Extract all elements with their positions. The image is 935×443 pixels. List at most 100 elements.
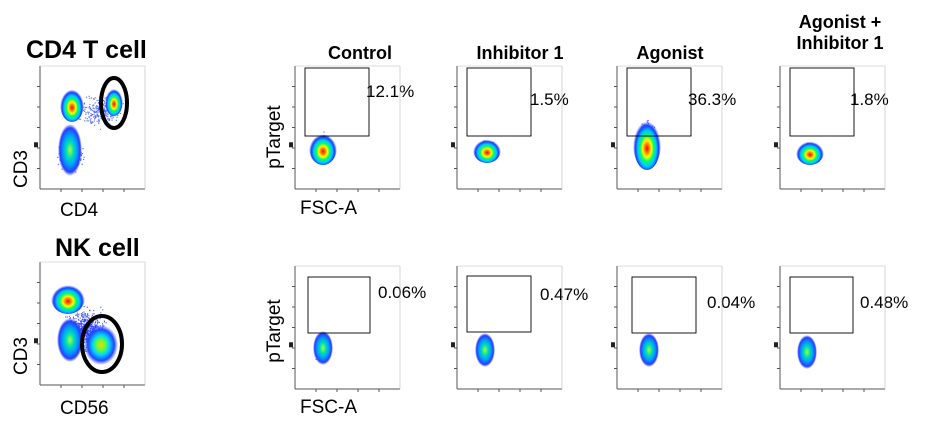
event-dot bbox=[76, 314, 78, 316]
condition-title-inhibitor-1: Inhibitor 1 bbox=[476, 43, 564, 63]
cd4-control-plot-density bbox=[309, 131, 337, 165]
event-dot bbox=[98, 116, 100, 118]
nk-agonist-inhibitor-1-plot-gate-rect bbox=[789, 276, 854, 334]
event-dot bbox=[94, 321, 96, 323]
event-dot bbox=[98, 99, 100, 101]
event-dot bbox=[97, 110, 100, 112]
event-dot bbox=[117, 114, 119, 117]
event-dot bbox=[88, 95, 90, 97]
event-dot bbox=[88, 318, 90, 320]
nk-agonist-plot-zero-marker bbox=[611, 342, 615, 348]
event-dot bbox=[78, 323, 80, 325]
nk-gating-population-cd3pos bbox=[51, 282, 85, 314]
event-dot bbox=[93, 116, 95, 118]
event-dot bbox=[85, 317, 87, 319]
event-dot bbox=[88, 107, 90, 109]
event-dot bbox=[79, 317, 81, 319]
event-dot bbox=[107, 116, 109, 118]
event-dot bbox=[85, 315, 88, 317]
event-dot bbox=[79, 325, 81, 327]
event-dot bbox=[90, 327, 93, 329]
nk-control-plot-gate-rect bbox=[307, 276, 371, 334]
event-dot bbox=[91, 121, 93, 123]
event-dot bbox=[109, 116, 112, 118]
event-dot bbox=[92, 326, 94, 328]
condition-title-line-1: Agonist + bbox=[798, 12, 882, 32]
event-dot bbox=[89, 120, 92, 122]
event-dot bbox=[88, 106, 90, 108]
event-dot bbox=[106, 113, 108, 115]
event-dot bbox=[94, 324, 97, 326]
event-dot bbox=[86, 106, 88, 109]
event-dot bbox=[89, 107, 91, 109]
event-dot bbox=[92, 321, 94, 323]
event-dot bbox=[95, 111, 97, 113]
event-dot bbox=[119, 112, 122, 114]
event-dot bbox=[91, 321, 94, 323]
event-dot bbox=[93, 313, 95, 315]
cd4-gating-population-cd3pos-cd4neg bbox=[60, 86, 84, 122]
event-dot bbox=[84, 320, 86, 322]
event-dot bbox=[94, 102, 96, 104]
event-dot bbox=[81, 328, 83, 330]
event-dot bbox=[86, 118, 88, 120]
event-dot bbox=[68, 315, 70, 317]
event-dot bbox=[85, 332, 87, 334]
event-dot bbox=[96, 110, 98, 113]
event-dot bbox=[86, 332, 88, 334]
event-dot bbox=[87, 113, 90, 115]
nk-gating-population-cd56pos bbox=[84, 325, 118, 365]
event-dot bbox=[81, 319, 83, 321]
event-dot bbox=[109, 118, 111, 120]
event-dot bbox=[111, 115, 113, 118]
event-dot bbox=[111, 115, 113, 117]
event-dot bbox=[104, 105, 106, 107]
event-dot bbox=[94, 111, 96, 114]
event-dot bbox=[89, 326, 91, 328]
event-dot bbox=[85, 96, 87, 98]
event-dot bbox=[84, 324, 86, 326]
event-dot bbox=[88, 329, 90, 331]
event-dot bbox=[81, 315, 83, 317]
event-dot bbox=[94, 108, 96, 110]
event-dot bbox=[72, 316, 74, 318]
event-dot bbox=[57, 163, 60, 165]
event-dot bbox=[85, 113, 87, 115]
event-dot bbox=[86, 315, 88, 317]
condition-title-agonist-inhibitor-1: Agonist + Inhibitor 1 bbox=[770, 12, 910, 54]
nk-gate-ellipse bbox=[80, 314, 124, 374]
event-dot bbox=[84, 120, 86, 122]
event-dot bbox=[89, 97, 91, 99]
event-dot bbox=[93, 111, 95, 113]
cd4-inhibitor-1-plot-gate-rect bbox=[466, 67, 532, 137]
event-dot bbox=[81, 318, 83, 321]
event-dot bbox=[100, 306, 102, 308]
event-dot bbox=[103, 101, 105, 103]
event-dot bbox=[105, 114, 107, 116]
event-dot bbox=[100, 116, 102, 118]
event-dot bbox=[91, 314, 93, 316]
event-dot bbox=[122, 103, 124, 105]
event-dot bbox=[91, 114, 93, 116]
event-dot bbox=[66, 316, 68, 318]
event-dot bbox=[86, 120, 88, 122]
event-dot bbox=[106, 110, 108, 112]
nk-inhibitor-1-plot-density bbox=[475, 333, 495, 367]
event-dot bbox=[75, 314, 77, 316]
event-dot bbox=[86, 319, 88, 322]
event-dot bbox=[96, 105, 98, 107]
event-dot bbox=[79, 323, 81, 325]
event-dot bbox=[94, 124, 96, 126]
event-dot bbox=[94, 97, 96, 99]
event-dot bbox=[98, 102, 100, 104]
event-dot bbox=[80, 323, 82, 325]
event-dot bbox=[107, 118, 109, 120]
event-dot bbox=[80, 324, 83, 326]
event-dot bbox=[92, 107, 94, 109]
event-dot bbox=[112, 116, 115, 118]
event-dot bbox=[90, 113, 92, 115]
event-dot bbox=[86, 319, 88, 321]
event-dot bbox=[82, 326, 84, 328]
cd4-gating-x-label: CD4 bbox=[60, 200, 99, 221]
event-dot bbox=[73, 318, 75, 320]
